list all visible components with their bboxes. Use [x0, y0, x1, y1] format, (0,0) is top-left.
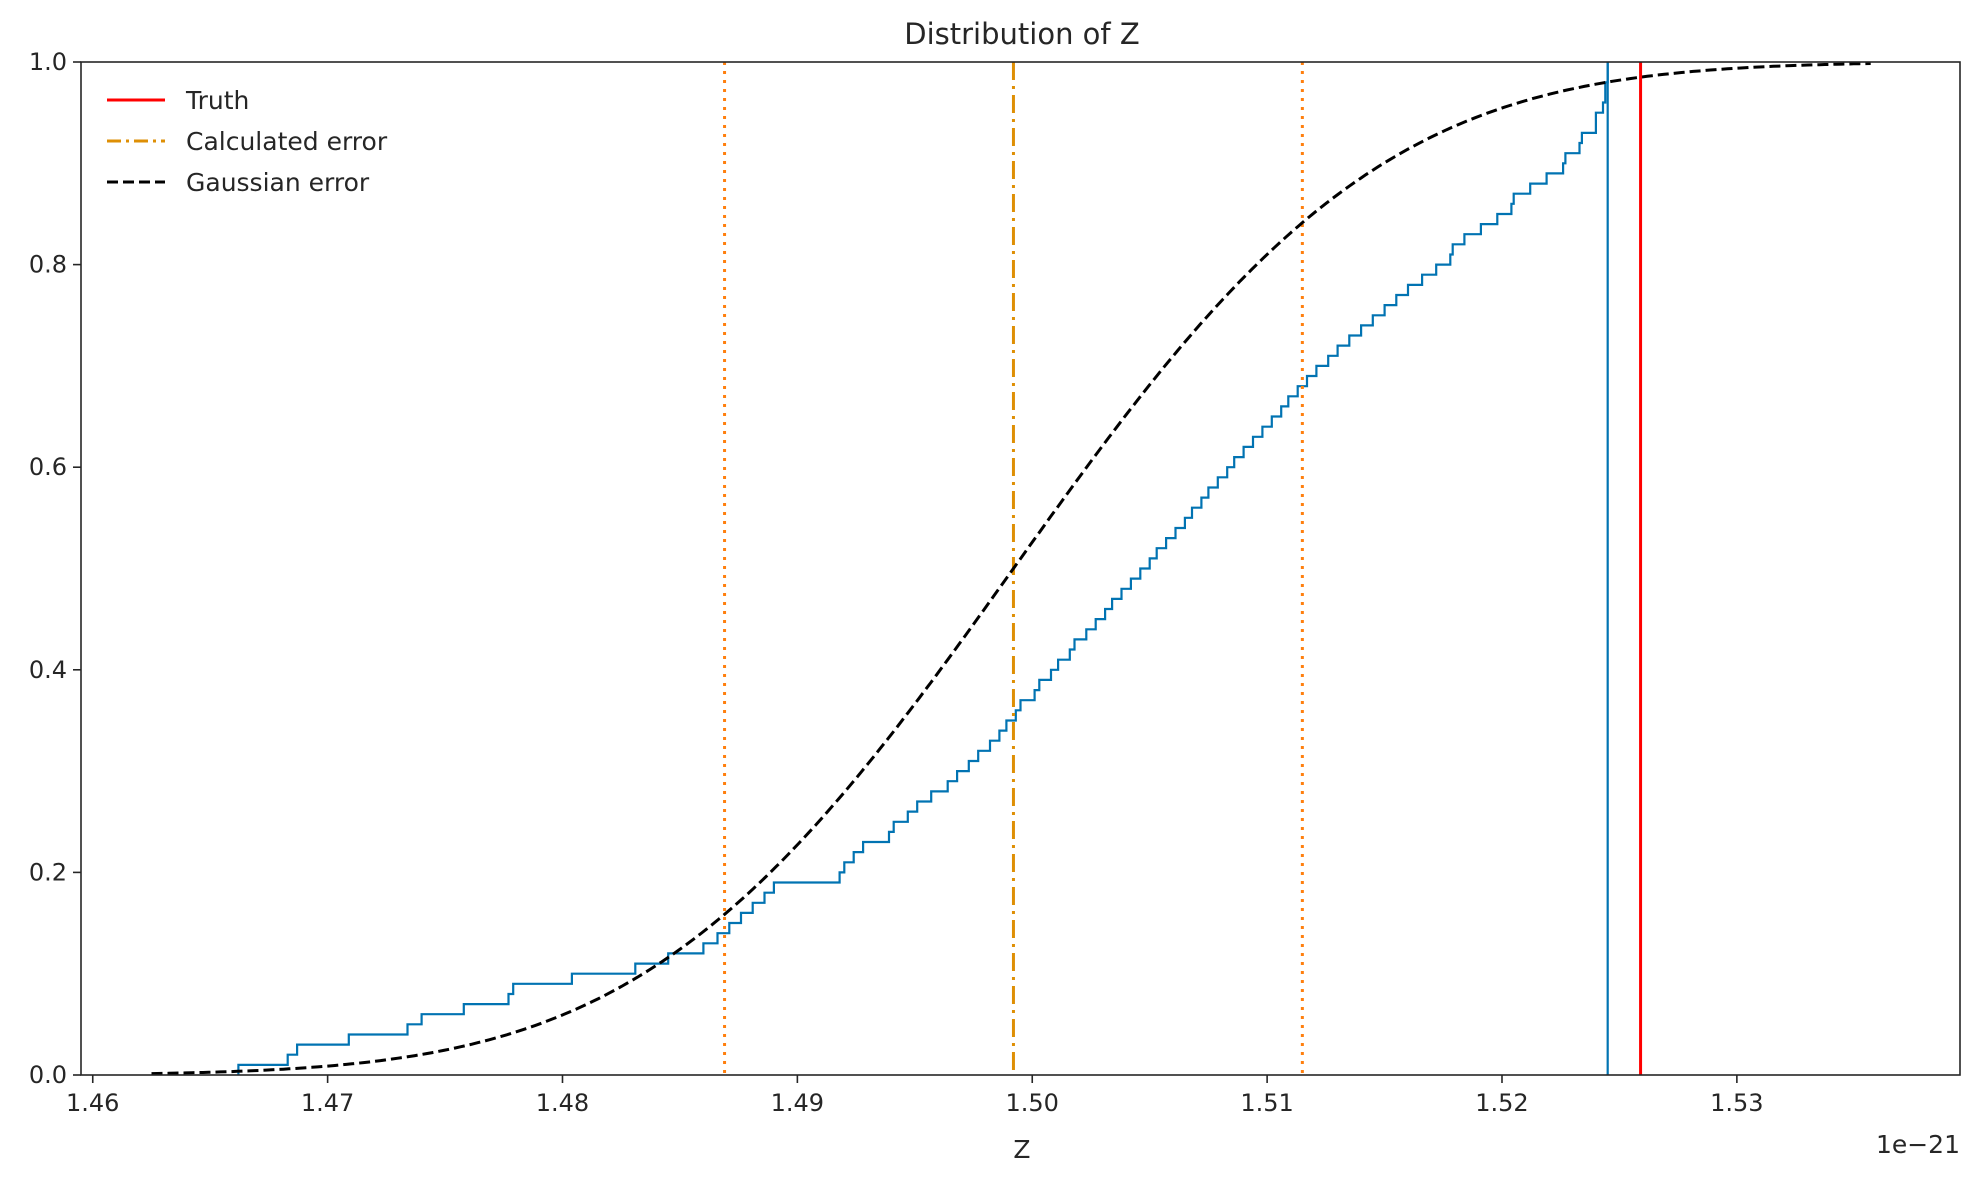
y-tick-label: 0.2 — [29, 858, 67, 886]
legend-label: Calculated error — [186, 127, 388, 156]
ecdf-step-line — [237, 62, 1609, 1075]
gaussian-cdf-line — [151, 62, 1871, 1076]
x-tick-label: 1.48 — [536, 1089, 589, 1117]
x-tick-label: 1.52 — [1475, 1089, 1528, 1117]
y-tick-label: 0.4 — [29, 656, 67, 684]
x-tick-label: 1.49 — [771, 1089, 824, 1117]
y-tick-label: 1.0 — [29, 48, 67, 76]
x-offset-label: 1e−21 — [1876, 1130, 1960, 1159]
y-tick-label: 0.0 — [29, 1061, 67, 1089]
x-axis-label: Z — [1013, 1135, 1030, 1164]
legend-label: Truth — [185, 86, 249, 115]
legend-label: Gaussian error — [186, 168, 370, 197]
x-tick-label: 1.46 — [66, 1089, 119, 1117]
plot-frame — [80, 61, 1961, 1076]
x-tick-label: 1.47 — [301, 1089, 354, 1117]
legend: Truth Calculated error Gaussian error — [107, 86, 388, 197]
chart-title: Distribution of Z — [904, 17, 1139, 51]
x-tick-label: 1.53 — [1710, 1089, 1763, 1117]
x-tick-label: 1.50 — [1006, 1089, 1059, 1117]
x-tick-label: 1.51 — [1240, 1089, 1293, 1117]
y-tick-label: 0.6 — [29, 453, 67, 481]
y-tick-label: 0.8 — [29, 251, 67, 279]
